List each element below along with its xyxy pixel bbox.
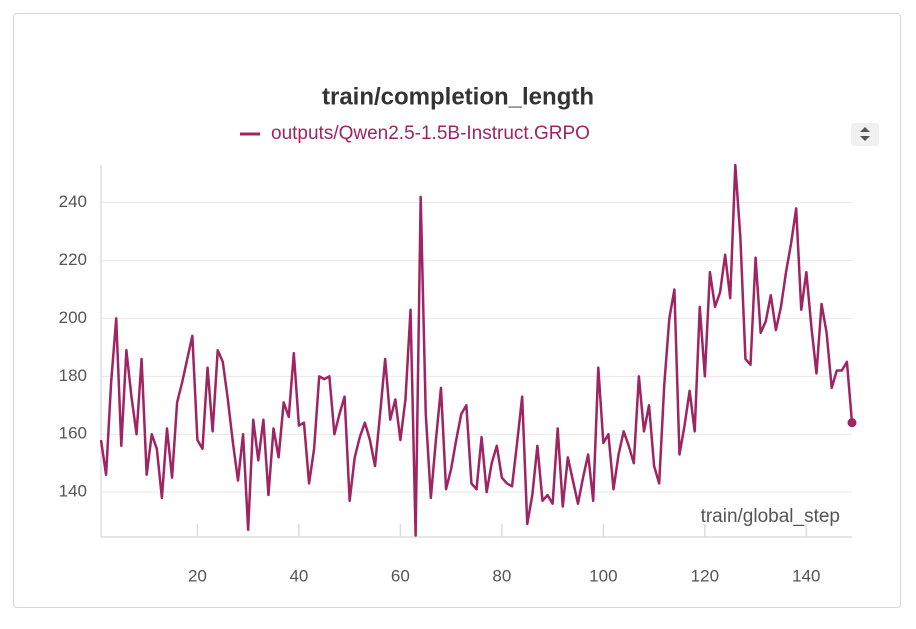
x-tick-label: 20	[188, 566, 207, 585]
y-tick-label: 160	[59, 424, 87, 443]
last-point	[847, 418, 857, 428]
sort-button[interactable]	[851, 123, 879, 146]
y-tick-label: 240	[59, 192, 87, 211]
x-tick-label: 100	[589, 566, 617, 585]
chart-title: train/completion_length	[322, 83, 594, 110]
x-tick-label: 80	[492, 566, 511, 585]
panel-card	[13, 13, 901, 608]
data-line	[99, 163, 854, 537]
x-tick-label: 60	[391, 566, 410, 585]
y-tick-label: 200	[59, 308, 87, 327]
x-tick-label: 140	[792, 566, 820, 585]
legend-label: outputs/Qwen2.5-1.5B-Instruct.GRPO	[271, 123, 590, 144]
y-tick-label: 180	[59, 366, 87, 385]
x-tick-label: 40	[289, 566, 308, 585]
y-tick-label: 220	[59, 250, 87, 269]
y-tick-label: 140	[59, 482, 87, 501]
x-tick-label: 120	[691, 566, 719, 585]
x-axis-label: train/global_step	[701, 506, 840, 527]
